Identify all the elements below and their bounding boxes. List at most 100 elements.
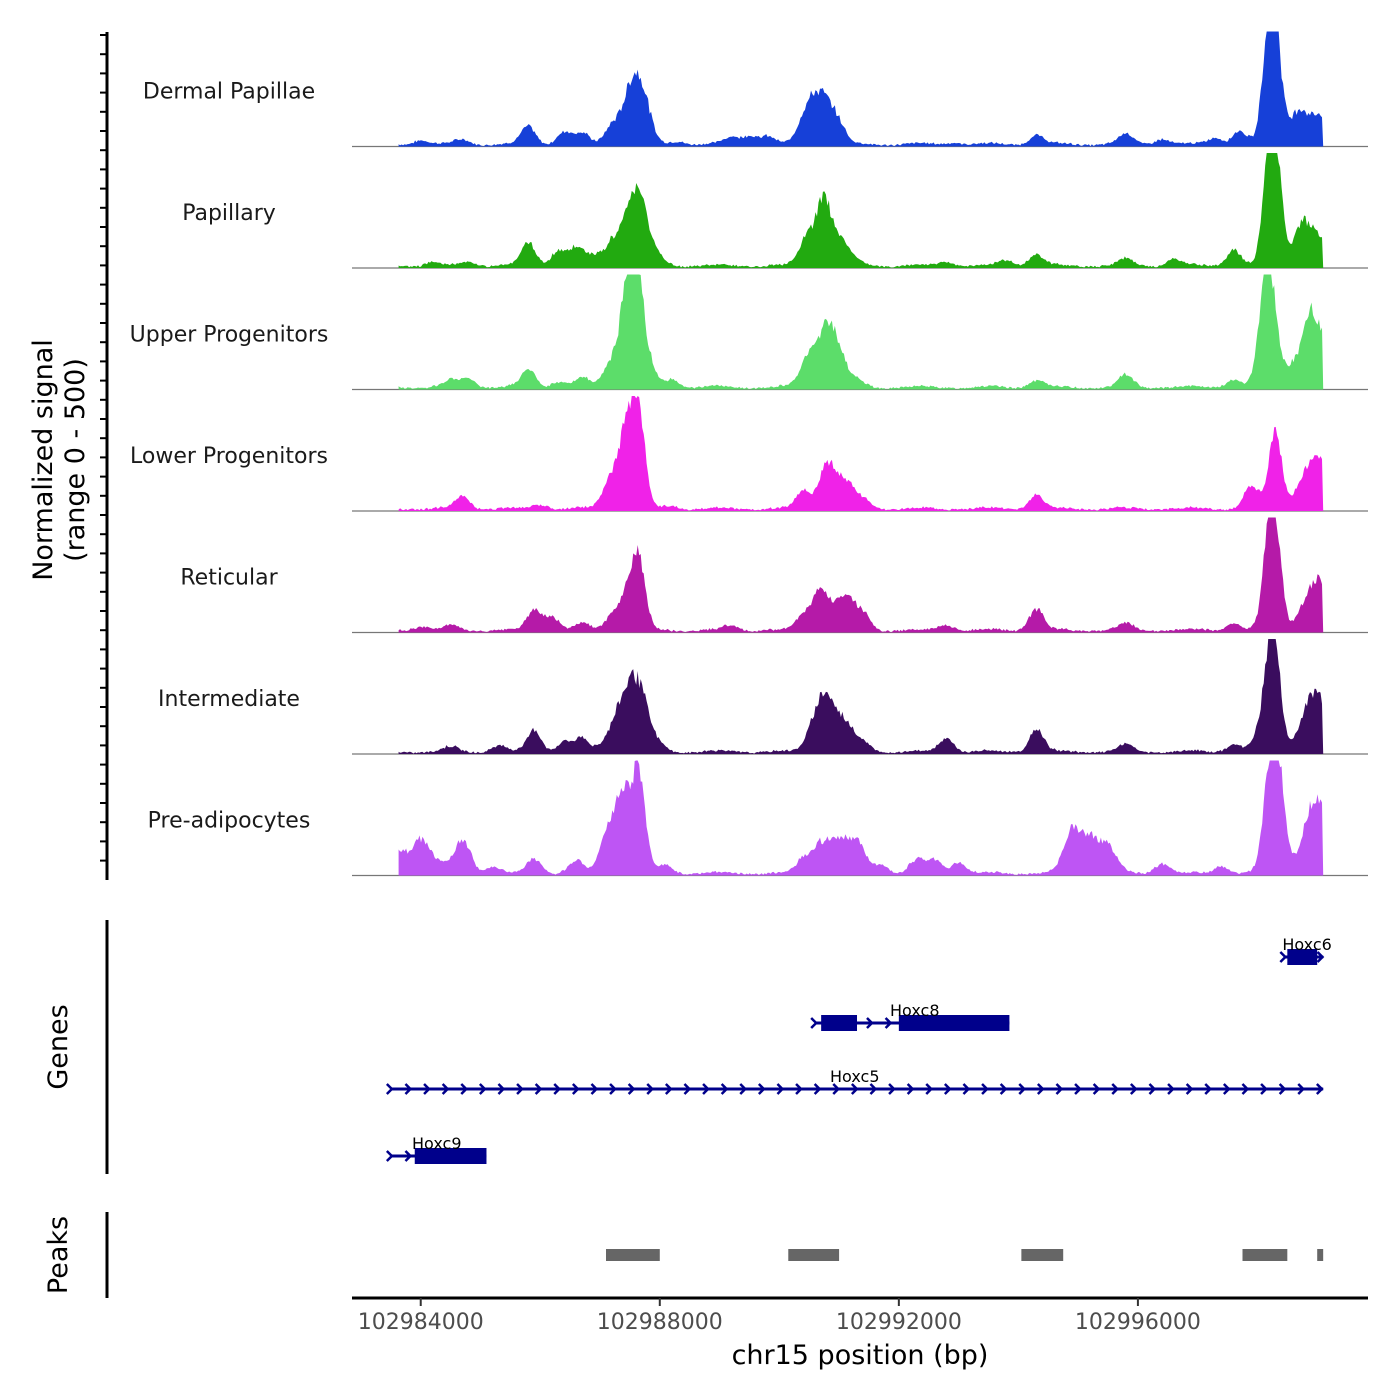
coverage-y-axis-ticks [100, 34, 107, 862]
strand-arrow-icon [1167, 1083, 1175, 1095]
strand-arrow-icon [590, 1083, 599, 1095]
coverage-track: Intermediate [158, 639, 1368, 755]
strand-arrow-icon [1129, 1083, 1138, 1095]
strand-arrow-icon [869, 1083, 878, 1095]
strand-arrow-icon [981, 1083, 989, 1095]
x-axis-title: chr15 position (bp) [732, 1340, 989, 1371]
strand-arrow-icon [1241, 1083, 1250, 1095]
strand-arrow-icon [664, 1083, 673, 1095]
strand-arrow-icon [497, 1083, 506, 1095]
strand-arrow-icon [906, 1083, 915, 1095]
gene-exon [414, 1148, 487, 1164]
peak-region [788, 1249, 840, 1261]
gene-exon [821, 1015, 858, 1031]
coverage-track: Lower Progenitors [130, 396, 1368, 512]
strand-arrow-icon [460, 1083, 469, 1095]
strand-arrow-icon [1297, 1083, 1306, 1095]
gene-exon [898, 1015, 1010, 1031]
strand-arrow-icon [739, 1083, 748, 1095]
coverage-area [398, 396, 1324, 511]
x-tick-label: 102988000 [597, 1310, 723, 1335]
strand-arrow-icon [999, 1083, 1008, 1095]
strand-arrow-icon [553, 1083, 562, 1095]
track-label: Lower Progenitors [130, 444, 328, 469]
strand-arrow-icon [888, 1083, 896, 1095]
strand-arrow-icon [832, 1083, 841, 1095]
strand-arrow-icon [702, 1083, 710, 1095]
gene-exon [1287, 949, 1318, 965]
strand-arrow-icon [943, 1083, 952, 1095]
x-tick-label: 102984000 [358, 1310, 484, 1335]
strand-arrow-icon [866, 1017, 874, 1029]
strand-arrow-icon [1185, 1083, 1194, 1095]
strand-arrow-icon [757, 1083, 766, 1095]
peak-region [606, 1249, 660, 1261]
coverage-area [398, 31, 1324, 147]
strand-arrow-icon [404, 1083, 413, 1095]
strand-arrow-icon [1260, 1083, 1268, 1095]
strand-arrow-icon [720, 1083, 729, 1095]
strand-arrow-icon [1074, 1083, 1082, 1095]
gene-label: Hoxc8 [890, 1001, 940, 1020]
strand-arrow-icon [385, 1150, 394, 1162]
strand-arrow-icon [1204, 1083, 1213, 1095]
strand-arrow-icon [1148, 1083, 1157, 1095]
gene-label: Hoxc5 [830, 1067, 880, 1086]
gene: Hoxc6 [1279, 935, 1332, 965]
gene: Hoxc5 [385, 1067, 1324, 1095]
track-label: Upper Progenitors [130, 323, 329, 348]
coverage-track: Pre-adipocytes [148, 760, 1368, 877]
strand-arrow-icon [962, 1083, 971, 1095]
strand-arrow-icon [516, 1083, 524, 1095]
peak-region [1021, 1249, 1064, 1261]
strand-arrow-icon [776, 1083, 785, 1095]
coverage-area [398, 760, 1324, 876]
coverage-track: Reticular [180, 517, 1368, 634]
strand-arrow-icon [813, 1083, 822, 1095]
strand-arrow-icon [478, 1083, 487, 1095]
strand-arrow-icon [683, 1083, 692, 1095]
strand-arrow-icon [404, 1150, 413, 1162]
x-tick-label: 102992000 [836, 1310, 962, 1335]
strand-arrow-icon [627, 1083, 636, 1095]
peak-regions [606, 1249, 1324, 1261]
coverage-track: Dermal Papillae [143, 31, 1368, 148]
strand-arrow-icon [1018, 1083, 1027, 1095]
peaks-panel-title: Peaks [43, 1216, 74, 1294]
strand-arrow-icon [1315, 1083, 1324, 1095]
track-label: Papillary [182, 201, 276, 226]
coverage-area [398, 639, 1324, 754]
coverage-track: Upper Progenitors [130, 274, 1368, 391]
gene-annotations: Hoxc6 Hoxc8 Hoxc5 Hoxc9 [385, 935, 1332, 1164]
strand-arrow-icon [609, 1083, 617, 1095]
strand-arrow-icon [1316, 951, 1325, 963]
strand-arrow-icon [1092, 1083, 1101, 1095]
strand-arrow-icon [423, 1083, 431, 1095]
coverage-area [398, 517, 1324, 633]
strand-arrow-icon [850, 1083, 859, 1095]
x-axis-ticks: 102984000 102988000 102992000 102996000 [358, 1298, 1201, 1335]
strand-arrow-icon [925, 1083, 934, 1095]
gene-label: Hoxc9 [412, 1134, 462, 1153]
peak-region [1242, 1249, 1288, 1261]
strand-arrow-icon [1111, 1083, 1120, 1095]
strand-arrow-icon [1279, 951, 1288, 963]
strand-arrow-icon [884, 1017, 893, 1029]
strand-arrow-icon [534, 1083, 543, 1095]
x-tick-label: 102996000 [1075, 1310, 1201, 1335]
strand-arrow-icon [1036, 1083, 1045, 1095]
coverage-y-axis-title-line2: (range 0 - 500) [60, 358, 91, 562]
strand-arrow-icon [795, 1083, 803, 1095]
strand-arrow-icon [1055, 1083, 1064, 1095]
track-label: Intermediate [158, 687, 300, 712]
gene: Hoxc8 [810, 1001, 1010, 1031]
track-label: Dermal Papillae [143, 80, 315, 105]
coverage-area [398, 153, 1324, 268]
strand-arrow-icon [571, 1083, 580, 1095]
coverage-tracks: Dermal Papillae Papillary Upper Progenitor… [130, 31, 1368, 877]
genes-panel-title: Genes [43, 1004, 74, 1089]
coverage-y-axis-title-line1: Normalized signal [28, 339, 59, 581]
track-label: Reticular [180, 566, 278, 591]
strand-arrow-icon [385, 1083, 394, 1095]
